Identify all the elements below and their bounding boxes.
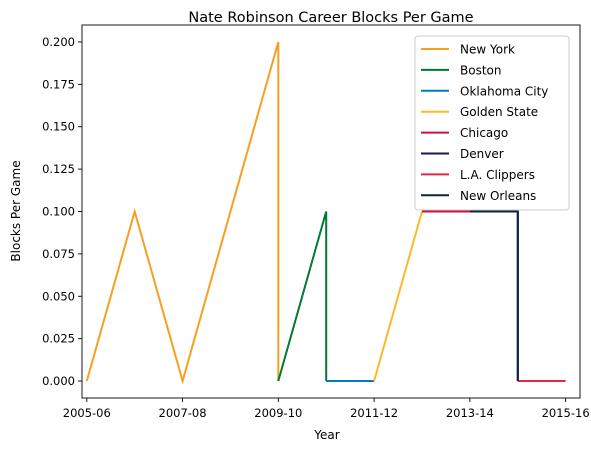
y-tick-label: 0.075	[42, 247, 75, 261]
y-tick-label: 0.150	[42, 120, 75, 134]
y-tick-label: 0.025	[42, 332, 75, 346]
x-tick-label: 2015-16	[542, 406, 590, 420]
y-axis: 0.000 0.025 0.050 0.075 0.100 0.125 0.150 0.175…	[42, 35, 82, 388]
series-line-new-york	[85, 41, 280, 385]
y-tick-label: 0.200	[42, 35, 75, 49]
x-tick-label: 2007-08	[159, 406, 207, 420]
legend-label: Denver	[460, 147, 504, 161]
chart-title: Nate Robinson Career Blocks Per Game	[188, 10, 473, 26]
y-tick-label: 0.050	[42, 289, 75, 303]
legend-box	[414, 35, 570, 211]
legend-label: Golden State	[460, 105, 538, 119]
series-layer	[85, 41, 566, 385]
y-tick-label: 0.000	[42, 374, 75, 388]
y-axis-label: Blocks Per Game	[9, 160, 23, 261]
legend-label: Boston	[460, 63, 501, 77]
legend-label: L.A. Clippers	[460, 168, 535, 182]
x-axis: 2005-06 2007-08 2009-10 2011-12 2013-14 2015-…	[63, 398, 590, 420]
y-tick-label: 0.100	[42, 205, 75, 219]
x-tick-label: 2013-14	[446, 406, 494, 420]
y-tick-label: 0.175	[42, 77, 75, 91]
series-line-golden-state	[373, 211, 423, 382]
legend: New York Boston Oklahoma City Golden State C…	[414, 35, 570, 211]
x-tick-label: 2011-12	[350, 406, 398, 420]
legend-label: Chicago	[460, 126, 508, 140]
x-tick-label: 2005-06	[63, 406, 111, 420]
x-tick-label: 2009-10	[254, 406, 302, 420]
y-tick-label: 0.125	[42, 162, 75, 176]
legend-label: Oklahoma City	[460, 84, 548, 98]
series-line-denver	[469, 210, 519, 381]
series-line-boston	[277, 211, 328, 382]
legend-label: New Orleans	[460, 189, 536, 203]
x-axis-label: Year	[313, 428, 339, 442]
legend-label: New York	[460, 43, 515, 57]
